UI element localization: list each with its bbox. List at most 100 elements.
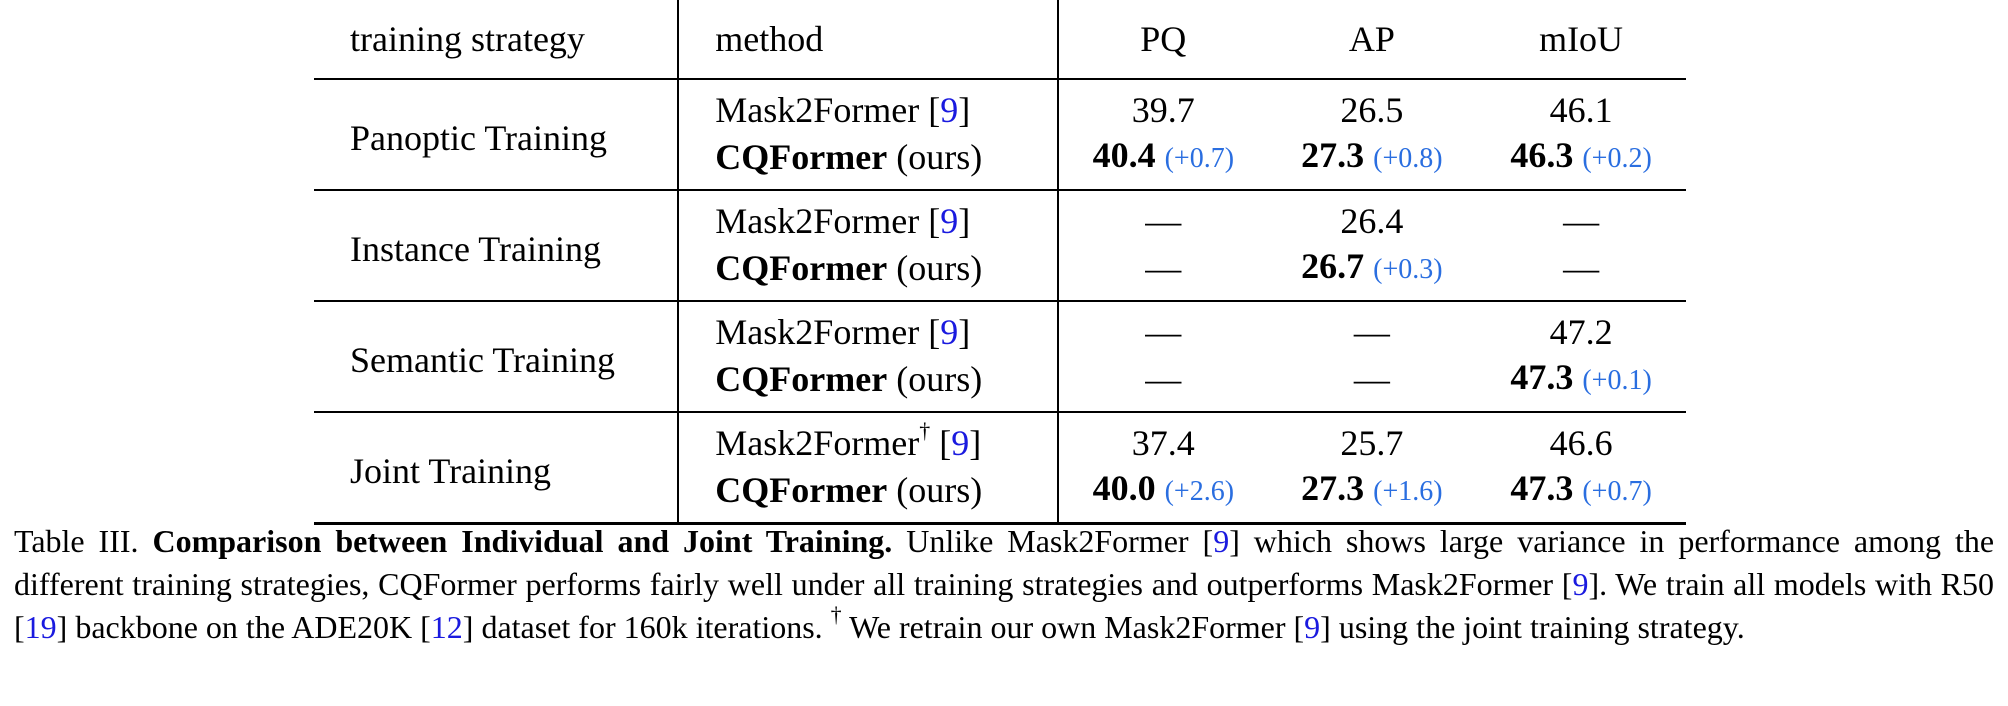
delta: (+2.6) — [1164, 476, 1235, 507]
header-pq: PQ — [1057, 0, 1268, 79]
caption-text: ] using the joint training strategy. — [1320, 609, 1745, 645]
table-row: CQFormer (ours) 40.4 (+0.7) 27.3 (+0.8) … — [314, 133, 1686, 190]
header-method: method — [677, 0, 1059, 79]
ours-tag: (ours) — [896, 469, 983, 510]
method-ours: CQFormer (ours) — [677, 466, 1059, 524]
table-row: Joint Training Mask2Former† [9] 37.4 25.… — [314, 412, 1686, 491]
citation-link[interactable]: 9 — [940, 312, 959, 352]
citation-link[interactable]: 9 — [940, 90, 959, 130]
table-row: CQFormer (ours) 40.0 (+2.6) 27.3 (+1.6) … — [314, 466, 1686, 524]
cell-pq: — — [1057, 190, 1268, 244]
method-name: CQFormer — [715, 358, 888, 399]
value: 27.3 — [1301, 468, 1365, 508]
value: 40.4 — [1092, 135, 1156, 175]
strategy-label: Panoptic Training — [350, 118, 608, 158]
citation-link[interactable]: 19 — [24, 609, 57, 645]
ours-tag: (ours) — [896, 247, 983, 288]
value: 47.3 — [1510, 468, 1574, 508]
dagger-mark: † — [830, 602, 842, 628]
caption-title: Comparison between Individual and Joint … — [152, 523, 893, 559]
header-training-strategy: training strategy — [350, 18, 585, 59]
row-group-instance: Instance Training Mask2Former [9] — 26.4… — [314, 190, 1686, 301]
citation-link[interactable]: 12 — [430, 609, 463, 645]
citation-link[interactable]: 9 — [1213, 523, 1230, 559]
delta: (+0.1) — [1582, 365, 1652, 396]
caption-text: We retrain our own Mask2Former [ — [849, 609, 1305, 645]
cell-ap: 27.3 (+0.8) — [1268, 133, 1477, 190]
cell-miou: 47.2 — [1549, 312, 1613, 352]
row-group-panoptic: Panoptic Training Mask2Former [9] 39.7 2… — [314, 79, 1686, 190]
method-baseline: Mask2Former [9] — [677, 79, 1059, 133]
method-name: CQFormer — [715, 469, 888, 510]
method-name: Mask2Former — [715, 90, 920, 130]
citation-link[interactable]: 9 — [1304, 609, 1321, 645]
table-caption: Table III. Comparison between Individual… — [14, 520, 1994, 649]
header-ap: AP — [1348, 18, 1395, 59]
value: 47.3 — [1510, 357, 1574, 397]
strategy-label: Joint Training — [350, 451, 552, 491]
delta: (+0.2) — [1582, 143, 1652, 174]
cell-pq: 40.4 (+0.7) — [1057, 133, 1268, 190]
cell-ap: 26.5 — [1340, 90, 1404, 130]
delta: (+0.7) — [1164, 143, 1235, 174]
cell-ap: 26.4 — [1340, 201, 1404, 241]
cell-miou: 46.6 — [1549, 423, 1613, 463]
value: — — [1145, 358, 1182, 399]
method-ours: CQFormer (ours) — [677, 355, 1059, 412]
cell-pq: 39.7 — [1057, 79, 1268, 133]
cell-miou: 47.3 (+0.7) — [1476, 466, 1686, 524]
caption-text: ]. We train all models with R50 [ — [14, 566, 1995, 645]
delta: (+0.3) — [1373, 254, 1443, 285]
row-group-joint: Joint Training Mask2Former† [9] 37.4 25.… — [314, 412, 1686, 524]
value: — — [1353, 358, 1390, 399]
header-row: training strategy method PQ AP mIoU — [314, 0, 1686, 79]
strategy-label: Semantic Training — [350, 340, 616, 380]
cell-ap: 27.3 (+1.6) — [1268, 466, 1477, 524]
value: 40.0 — [1092, 468, 1156, 508]
cell-pq: — — [1057, 301, 1268, 355]
caption-label: Table III. — [14, 523, 139, 559]
method-name: CQFormer — [715, 136, 888, 177]
citation-link[interactable]: 9 — [940, 201, 959, 241]
method-name: CQFormer — [715, 247, 888, 288]
value: — — [1145, 247, 1182, 288]
ours-tag: (ours) — [896, 136, 983, 177]
value: 26.7 — [1301, 246, 1365, 286]
header-miou: mIoU — [1539, 18, 1624, 59]
citation-link[interactable]: 9 — [951, 423, 970, 463]
dagger-mark: † — [919, 418, 931, 443]
cell-miou: 47.3 (+0.1) — [1476, 355, 1686, 412]
strategy-label: Instance Training — [350, 229, 601, 269]
value: 46.3 — [1510, 135, 1574, 175]
table-row: Instance Training Mask2Former [9] — 26.4… — [314, 190, 1686, 269]
caption-text: Unlike Mask2Former [ — [906, 523, 1214, 559]
citation-link[interactable]: 9 — [1572, 566, 1589, 602]
cell-pq: — — [1057, 244, 1268, 301]
method-name: Mask2Former — [715, 201, 920, 241]
method-name: Mask2Former — [715, 423, 920, 463]
cell-miou: 46.3 (+0.2) — [1476, 133, 1686, 190]
cell-pq: — — [1057, 355, 1268, 412]
method-ours: CQFormer (ours) — [677, 133, 1059, 190]
table-row: Panoptic Training Mask2Former [9] 39.7 2… — [314, 79, 1686, 158]
cell-ap: 26.7 (+0.3) — [1268, 244, 1477, 301]
cell-miou: — — [1563, 201, 1600, 241]
cell-pq: 37.4 — [1057, 412, 1268, 466]
table-row: Semantic Training Mask2Former [9] — — 47… — [314, 301, 1686, 380]
results-table-container: training strategy method PQ AP mIoU Pano… — [314, 0, 1686, 525]
delta: (+0.8) — [1373, 143, 1443, 174]
ours-tag: (ours) — [896, 358, 983, 399]
cell-pq: 40.0 (+2.6) — [1057, 466, 1268, 524]
method-baseline: Mask2Former† [9] — [677, 412, 1059, 466]
value: — — [1563, 247, 1600, 288]
method-ours: CQFormer (ours) — [677, 244, 1059, 301]
cell-miou: — — [1476, 244, 1686, 301]
results-table: training strategy method PQ AP mIoU Pano… — [314, 0, 1686, 525]
cell-ap: 25.7 — [1340, 423, 1404, 463]
method-baseline: Mask2Former [9] — [677, 190, 1059, 244]
value: 27.3 — [1301, 135, 1365, 175]
caption-text: ] backbone on the ADE20K [ — [56, 609, 431, 645]
cell-ap: — — [1268, 355, 1477, 412]
delta: (+0.7) — [1582, 476, 1652, 507]
caption-text: ] which shows large variance in performa… — [14, 523, 1995, 602]
